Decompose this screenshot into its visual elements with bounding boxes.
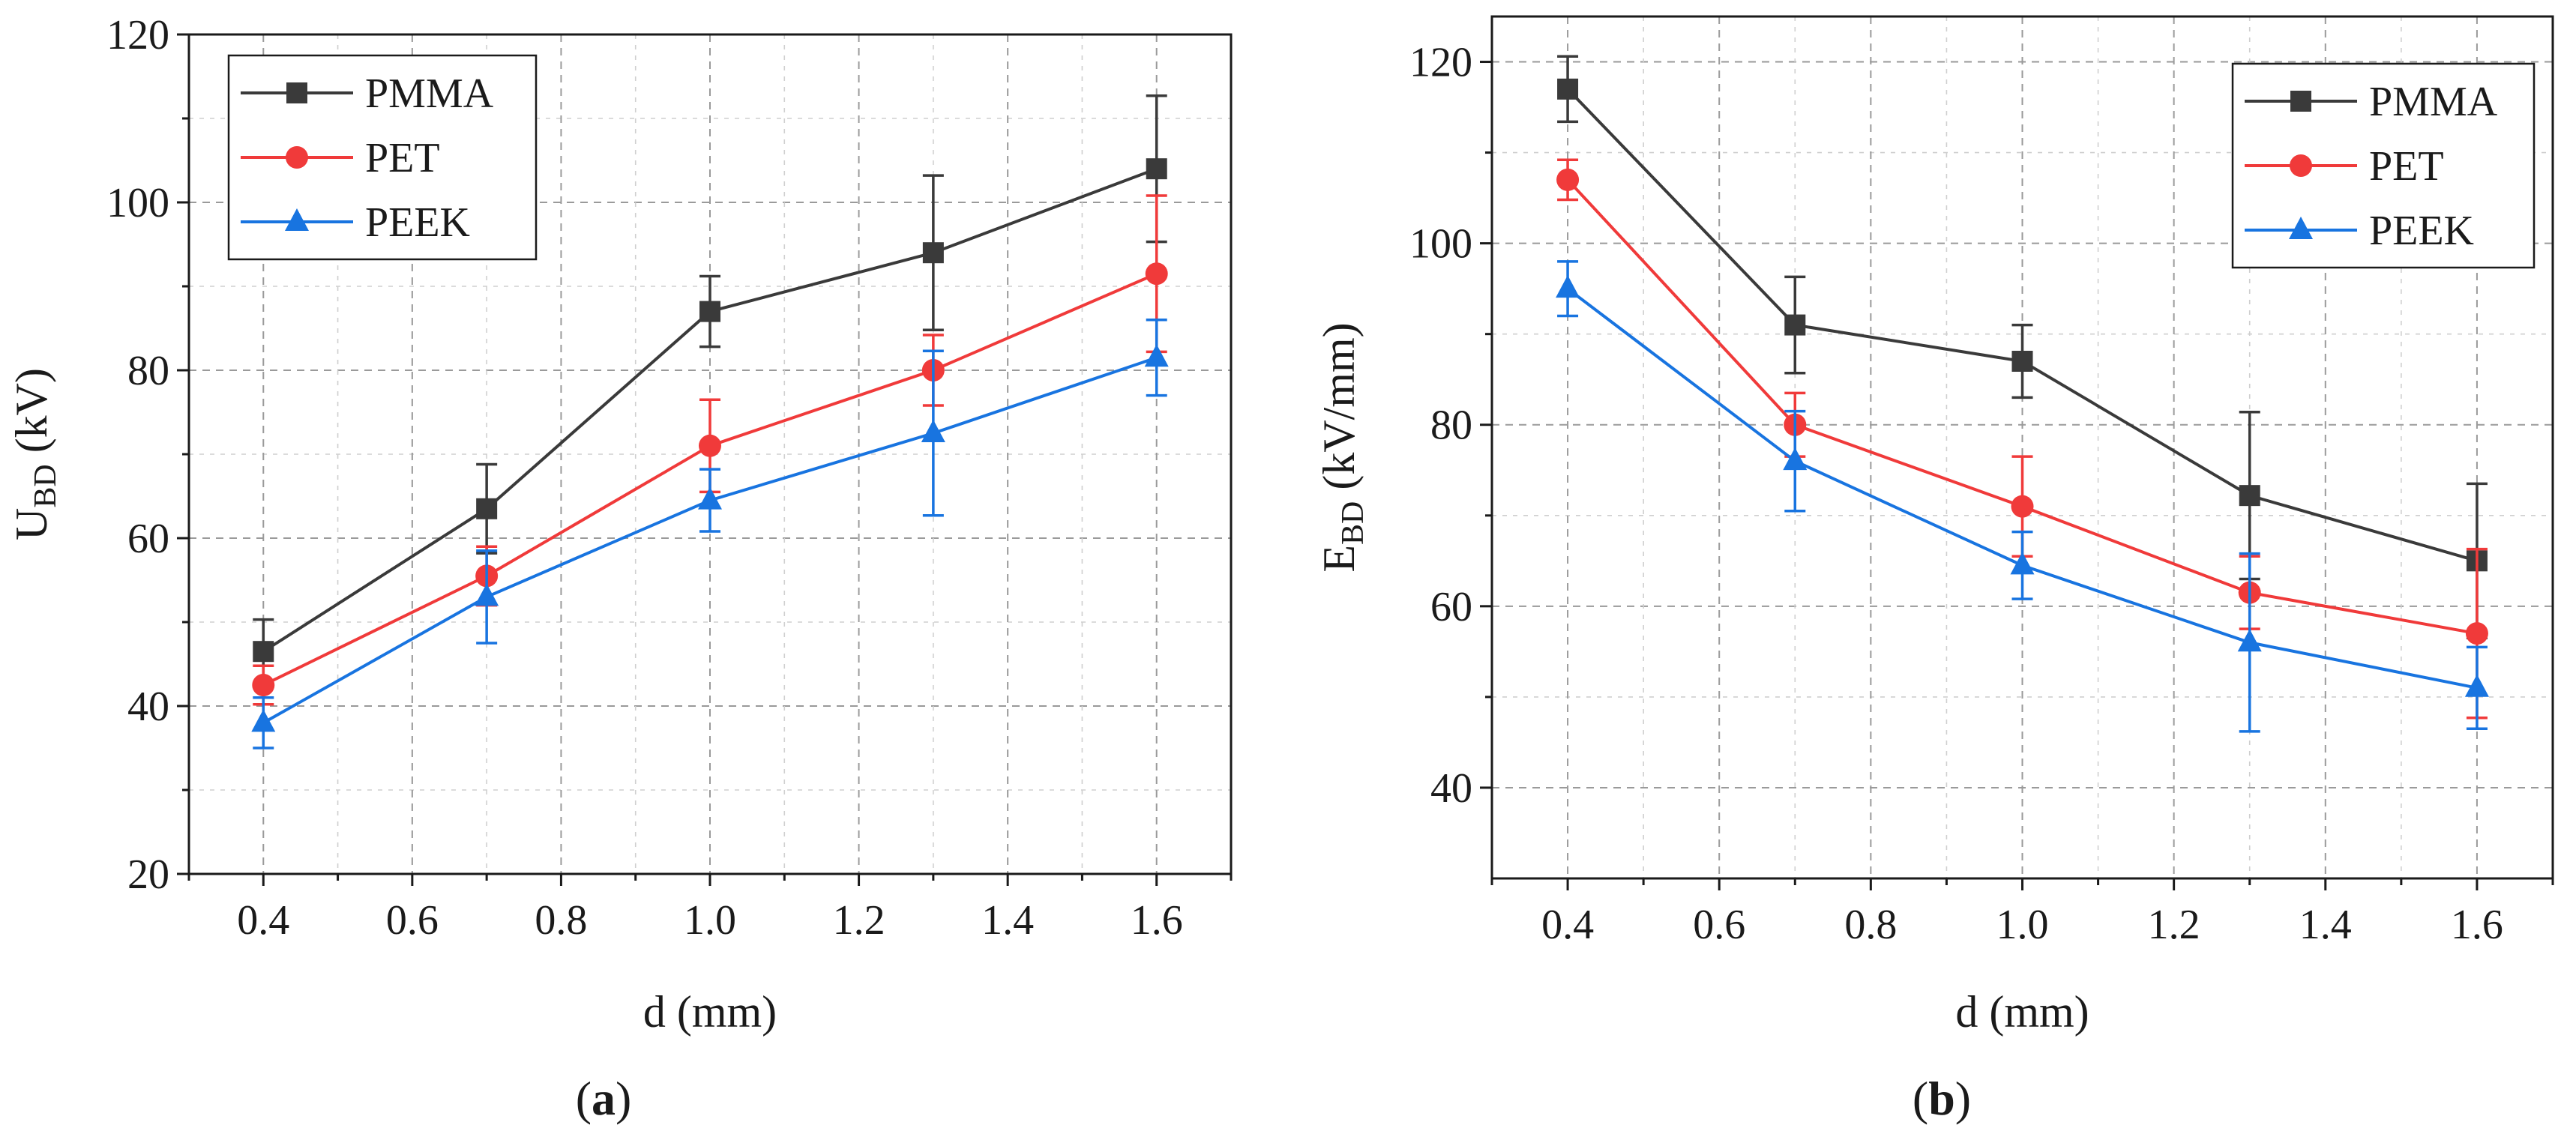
chart-panel-a: 20 40 60 80 100 120 0.4 0.6 0.8 1.0 1.2 1.4 1.6 d (mm… <box>7 12 1233 1125</box>
data-point-pmma <box>922 242 944 264</box>
y-tick-label: 60 <box>1430 584 1472 630</box>
data-point-pmma <box>2239 485 2260 507</box>
x-tick-label: 0.4 <box>1541 902 1594 948</box>
data-point-pmma <box>1784 314 1806 336</box>
grid <box>1492 16 2553 878</box>
y-axis-title: UBD (kV) <box>7 368 63 540</box>
x-tick-label: 1.4 <box>981 897 1034 944</box>
y-tick-label: 20 <box>127 851 169 898</box>
y-axis-title: EBD (kV/mm) <box>1314 322 1370 572</box>
data-point-pet <box>1556 168 1580 191</box>
legend-label: PMMA <box>365 70 494 117</box>
x-tick-label: 1.2 <box>833 897 885 944</box>
data-point-pmma <box>1146 158 1167 180</box>
legend-label: PMMA <box>2369 79 2498 125</box>
data-point-peek <box>1144 344 1169 367</box>
y-tick-label: 100 <box>106 180 169 226</box>
x-tick-label: 1.6 <box>2451 902 2503 948</box>
series-peek <box>1556 260 2489 733</box>
legend: PMMA PET PEEK <box>227 54 538 261</box>
data-point-peek <box>2010 552 2035 575</box>
y-tick-label: 80 <box>127 348 169 394</box>
y-tick-label: 120 <box>106 12 169 58</box>
panel-label: (b) <box>1913 1072 1971 1125</box>
legend-swatch-marker <box>2290 91 2311 112</box>
series-peek <box>251 319 1169 750</box>
legend-swatch-marker <box>285 208 309 231</box>
legend-item-pmma: PMMA <box>241 70 494 117</box>
axes: 40 60 80 100 120 0.4 0.6 0.8 1.0 1.2 1.4 1.6 <box>1409 40 2554 948</box>
legend-swatch-marker <box>286 82 307 103</box>
legend-item-pmma: PMMA <box>2245 79 2498 125</box>
series-pet <box>252 194 1168 706</box>
data-point-peek <box>1783 447 1808 471</box>
data-point-pmma <box>2011 351 2033 372</box>
data-point-pmma <box>699 301 720 322</box>
legend-item-peek: PEEK <box>241 199 470 246</box>
data-point-pmma <box>1557 78 1579 100</box>
panel-label: (a) <box>576 1072 632 1125</box>
series-pet <box>1556 158 2488 720</box>
series-pmma <box>253 94 1167 685</box>
data-point-pmma <box>253 641 274 663</box>
y-tick-label: 100 <box>1409 221 1472 268</box>
data-point-pet <box>252 674 275 696</box>
x-tick-label: 0.8 <box>535 897 587 944</box>
data-point-peek <box>475 583 499 606</box>
y-tick-label: 40 <box>1430 765 1472 812</box>
data-point-pet <box>1145 262 1168 286</box>
x-axis-title: d (mm) <box>643 987 777 1037</box>
data-point-pet <box>2011 495 2034 518</box>
series-pmma <box>1557 55 2488 639</box>
y-tick-label: 60 <box>127 516 169 562</box>
legend-item-peek: PEEK <box>2245 208 2474 254</box>
axes: 20 40 60 80 100 120 0.4 0.6 0.8 1.0 1.2 1.4 1.6 <box>106 12 1233 944</box>
legend-swatch-marker <box>2289 217 2313 239</box>
x-tick-label: 0.8 <box>1844 902 1897 948</box>
x-tick-label: 0.6 <box>1693 902 1745 948</box>
y-tick-label: 120 <box>1409 40 1472 86</box>
legend: PMMA PET PEEK <box>2231 62 2536 269</box>
legend-label: PET <box>2369 143 2444 190</box>
y-tick-label: 40 <box>127 684 169 730</box>
x-tick-label: 1.2 <box>2148 902 2200 948</box>
legend-swatch-marker <box>2290 154 2312 177</box>
data-point-peek <box>2237 629 2262 652</box>
legend-label: PEEK <box>2369 208 2474 254</box>
data-point-pmma <box>476 498 498 519</box>
data-point-peek <box>698 486 722 510</box>
x-axis-title: d (mm) <box>1955 987 2089 1037</box>
x-tick-label: 1.0 <box>1996 902 2049 948</box>
chart-panel-b: 40 60 80 100 120 0.4 0.6 0.8 1.0 1.2 1.4 1.6 d (mm) E… <box>1314 15 2554 1125</box>
legend-label: PET <box>365 135 440 181</box>
legend-item-pet: PET <box>241 135 440 181</box>
y-tick-label: 80 <box>1430 402 1472 449</box>
x-tick-label: 0.4 <box>237 897 289 944</box>
data-point-peek <box>1556 275 1580 298</box>
legend-swatch-marker <box>286 146 308 169</box>
x-tick-label: 1.0 <box>684 897 736 944</box>
data-point-peek <box>251 709 276 732</box>
data-point-pet <box>2465 622 2488 645</box>
data-point-peek <box>921 420 945 442</box>
legend-item-pet: PET <box>2245 143 2444 190</box>
x-tick-label: 1.6 <box>1131 897 1183 944</box>
x-tick-label: 0.6 <box>386 897 439 944</box>
data-point-pet <box>699 434 721 457</box>
data-point-peek <box>2464 674 2489 697</box>
legend-label: PEEK <box>365 199 470 246</box>
x-tick-label: 1.4 <box>2299 902 2352 948</box>
